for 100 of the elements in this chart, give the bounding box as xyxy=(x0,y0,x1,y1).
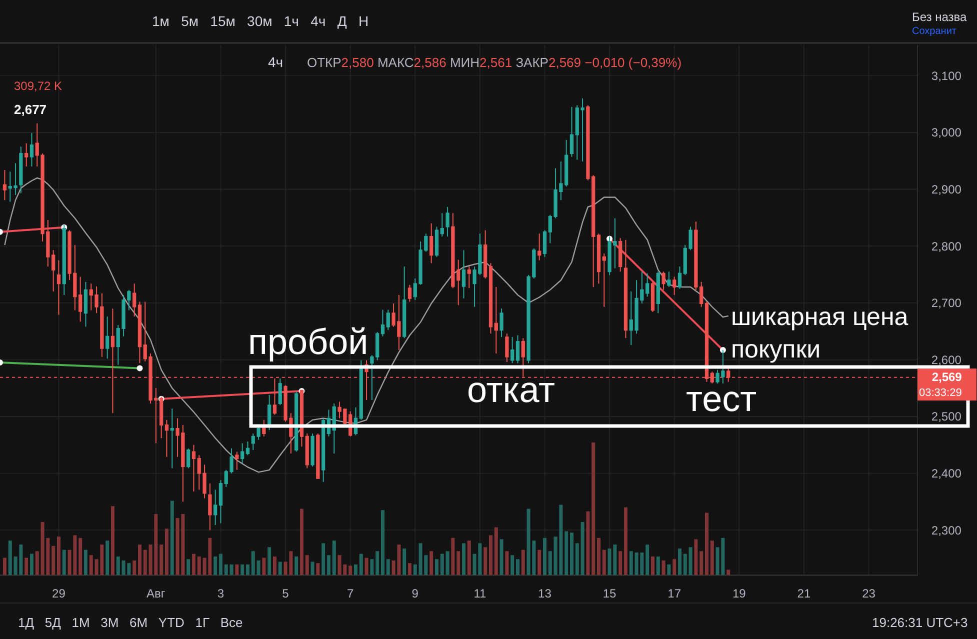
candlestick xyxy=(359,360,363,420)
candlestick xyxy=(164,419,169,458)
bar xyxy=(672,559,676,575)
x-tick-label: 23 xyxy=(862,586,876,600)
bar xyxy=(251,551,255,575)
candlestick xyxy=(538,233,542,261)
bar xyxy=(688,547,692,575)
candlestick xyxy=(192,444,196,492)
ref-line-label: 2,569 xyxy=(932,370,962,384)
bar xyxy=(484,547,488,575)
candlestick xyxy=(467,266,471,289)
y-tick-label: 2,600 xyxy=(931,352,962,367)
candlestick xyxy=(678,266,682,290)
bar xyxy=(30,554,34,575)
candlestick xyxy=(208,483,212,531)
bar xyxy=(62,550,66,575)
bar xyxy=(678,548,682,575)
candlestick xyxy=(380,309,385,337)
x-tick-label: 21 xyxy=(797,586,811,600)
candlestick xyxy=(106,316,110,360)
text: Без назва xyxy=(912,10,968,24)
text: 4ч xyxy=(268,54,284,70)
candlestick xyxy=(408,284,412,302)
candlestick xyxy=(294,391,298,452)
annotation: тест xyxy=(686,378,757,419)
candlestick xyxy=(462,250,466,299)
bar xyxy=(348,566,352,575)
bar xyxy=(310,562,314,575)
bar xyxy=(516,559,520,575)
bar xyxy=(451,538,455,575)
text: Сохранит xyxy=(912,26,957,37)
bar xyxy=(300,508,304,575)
x-tick-label: 13 xyxy=(538,586,552,600)
bar xyxy=(704,512,708,575)
x-tick-label: 29 xyxy=(52,586,66,600)
bar xyxy=(521,550,525,575)
bar xyxy=(294,556,298,575)
bar xyxy=(138,544,142,575)
text: 1Д 5Д 1М 3М 6М YTD 1Г Все xyxy=(18,615,243,630)
candlestick xyxy=(240,442,244,464)
candlestick xyxy=(214,489,218,526)
x-tick-label: 17 xyxy=(668,586,682,600)
bar xyxy=(650,556,654,575)
bar xyxy=(106,540,110,575)
bar xyxy=(726,570,730,575)
bar xyxy=(710,540,714,575)
bar xyxy=(564,531,568,575)
bar xyxy=(408,563,412,575)
bar xyxy=(170,500,174,575)
candlestick xyxy=(278,378,282,406)
bar xyxy=(186,559,190,575)
x-tick-label: 19 xyxy=(732,586,746,600)
bar xyxy=(305,555,309,575)
bar xyxy=(446,551,450,575)
candlestick xyxy=(667,271,671,288)
bar xyxy=(370,559,374,575)
bar xyxy=(430,551,434,575)
bar xyxy=(434,559,438,575)
bar xyxy=(35,551,39,575)
candlestick xyxy=(19,146,23,194)
bar xyxy=(160,544,164,575)
candlestick xyxy=(310,433,314,467)
bar xyxy=(197,556,201,575)
candlestick xyxy=(440,212,444,237)
annotation: 309,72 K xyxy=(14,79,62,93)
bar xyxy=(667,564,671,575)
bar xyxy=(586,511,590,575)
candlestick xyxy=(24,142,28,168)
candlestick xyxy=(138,301,142,364)
bar xyxy=(402,548,406,575)
annotation: откат xyxy=(467,369,555,410)
bar xyxy=(694,539,698,575)
bar xyxy=(256,560,260,575)
candlestick xyxy=(446,206,450,237)
bar xyxy=(656,556,660,575)
bar xyxy=(116,556,120,575)
bar xyxy=(354,564,358,575)
bar xyxy=(110,506,114,575)
text: 03:33:29 xyxy=(919,387,962,399)
bar xyxy=(542,538,546,575)
bar xyxy=(359,554,363,575)
candlestick xyxy=(510,336,514,364)
text: 1м 5м 15м 30м 1ч 4ч Д Н xyxy=(152,13,369,29)
bar xyxy=(629,551,633,575)
y-tick-label: 2,900 xyxy=(931,182,962,196)
bar xyxy=(575,543,579,575)
candlestick xyxy=(505,333,509,362)
candlestick xyxy=(484,230,488,279)
bar xyxy=(440,554,444,575)
text: 19:26:31 UTC+3 xyxy=(872,615,968,630)
bar xyxy=(662,560,666,575)
candlestick xyxy=(656,271,660,314)
x-tick-label: 9 xyxy=(412,586,419,600)
candlestick xyxy=(488,262,493,334)
bar xyxy=(89,555,93,575)
candlestick xyxy=(132,283,136,318)
y-tick-label: 2,800 xyxy=(931,239,962,254)
annotation: пробой xyxy=(248,321,368,362)
y-tick-label: 2,700 xyxy=(931,296,962,310)
candlestick xyxy=(2,169,7,201)
